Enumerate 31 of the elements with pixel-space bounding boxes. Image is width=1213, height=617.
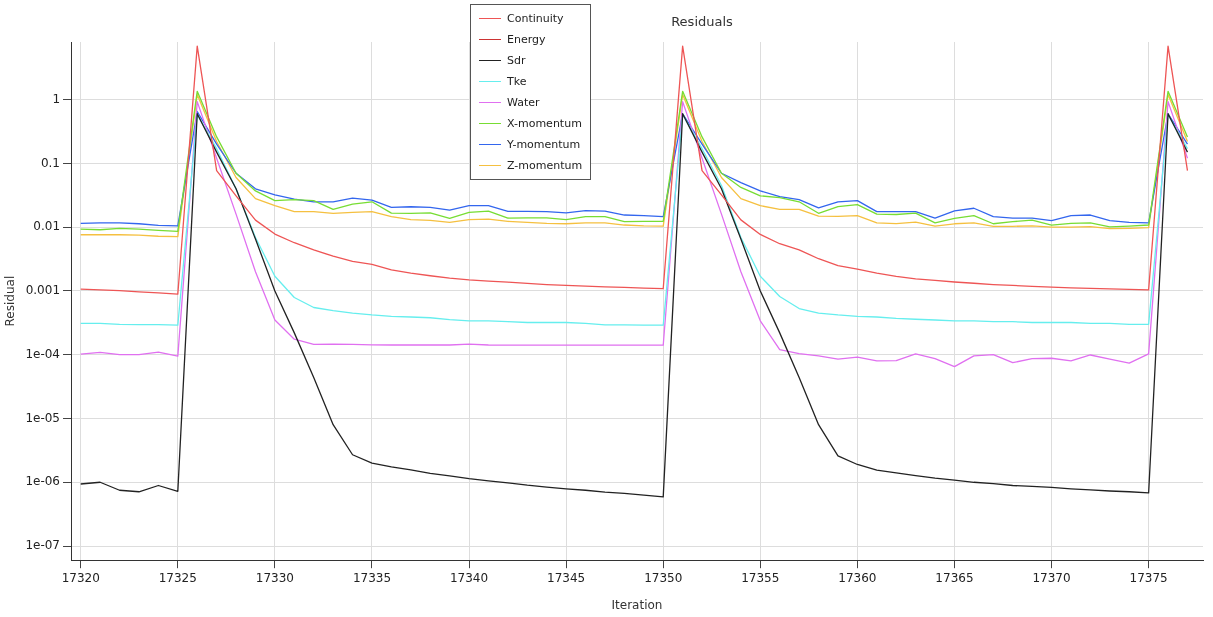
chart-title: Residuals xyxy=(671,14,733,29)
x-tick-label: 17320 xyxy=(61,570,100,585)
y-tick-label: 1e-04 xyxy=(25,346,61,361)
legend-label: Z-momentum xyxy=(507,159,583,172)
x-tick-label: 17365 xyxy=(935,570,974,585)
legend-label: X-momentum xyxy=(507,117,582,130)
legend-label: Sdr xyxy=(507,54,526,67)
x-tick-label: 17375 xyxy=(1129,570,1168,585)
x-axis-title: Iteration xyxy=(611,597,663,612)
x-tick-label: 17360 xyxy=(838,570,877,585)
x-tick-label: 17330 xyxy=(255,570,294,585)
legend-label: Continuity xyxy=(507,12,564,25)
y-tick-label: 1e-07 xyxy=(25,538,61,553)
x-tick-label: 17345 xyxy=(547,570,586,585)
y-tick-label: 0.001 xyxy=(25,283,61,298)
x-tick-label: 17370 xyxy=(1032,570,1071,585)
legend-label: Tke xyxy=(507,75,527,88)
y-tick-label: 1e-05 xyxy=(25,410,61,425)
legend-label: Energy xyxy=(507,33,546,46)
y-tick-label: 1e-06 xyxy=(25,474,61,489)
x-tick-label: 17325 xyxy=(158,570,197,585)
y-tick-label: 0.01 xyxy=(33,219,61,234)
x-tick-label: 17335 xyxy=(352,570,392,585)
x-tick-label: 17340 xyxy=(449,570,489,585)
y-tick-label: 0.1 xyxy=(40,155,61,170)
x-tick-label: 17350 xyxy=(644,570,683,585)
legend-label: Y-momentum xyxy=(507,138,581,151)
y-tick-label: 1 xyxy=(52,91,61,106)
legend-label: Water xyxy=(507,96,540,109)
y-axis-title: Residual xyxy=(3,275,18,327)
x-tick-label: 17355 xyxy=(741,570,780,585)
